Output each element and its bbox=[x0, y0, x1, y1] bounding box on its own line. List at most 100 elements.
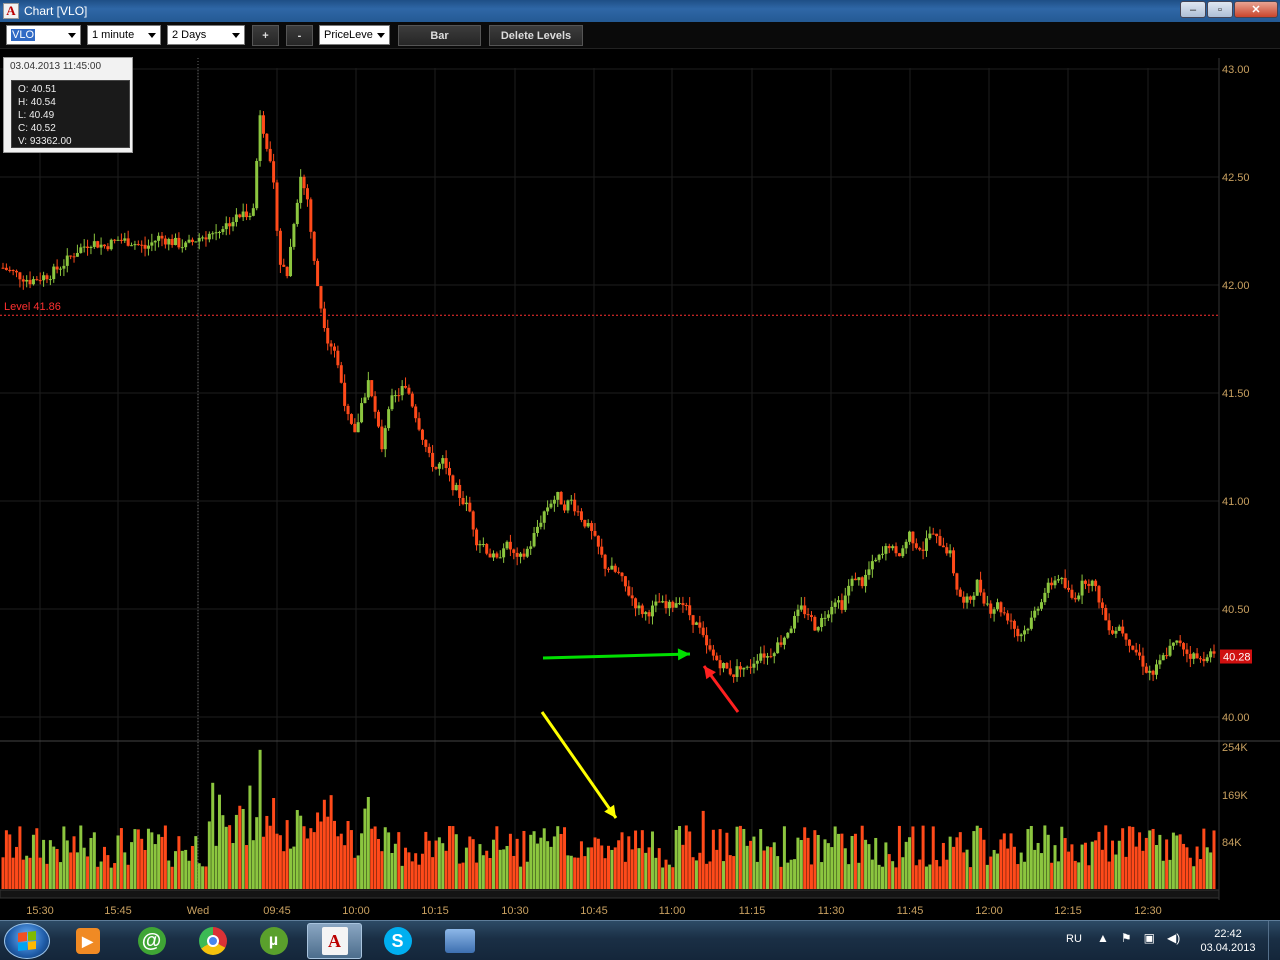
volume-bar bbox=[79, 825, 83, 889]
volume-bar bbox=[302, 826, 306, 889]
tray-clock[interactable]: 22:42 03.04.2013 bbox=[1197, 927, 1259, 955]
title-bar[interactable]: A Chart [VLO] – ▫ ✕ bbox=[0, 0, 1280, 22]
candle-body bbox=[870, 561, 874, 570]
candle-body bbox=[21, 279, 25, 282]
price-chart[interactable]: 43.00 42.50 42.00 41.50 41.00 40.50 40.00 15:30… bbox=[0, 50, 1280, 920]
candle-body bbox=[979, 579, 983, 593]
bar-type-button[interactable]: Bar bbox=[398, 25, 481, 46]
candle-body bbox=[116, 239, 120, 241]
volume-bar bbox=[583, 856, 587, 889]
candle-body bbox=[617, 571, 621, 573]
interval-select[interactable]: 1 minute bbox=[87, 25, 161, 45]
candle-body bbox=[728, 668, 732, 675]
candle-body bbox=[224, 223, 228, 230]
candle-body bbox=[1006, 613, 1010, 621]
tool-select[interactable]: PriceLeve bbox=[319, 25, 390, 45]
volume-bar bbox=[75, 852, 79, 889]
volume-bar bbox=[339, 833, 343, 889]
volume-icon[interactable]: ◀) bbox=[1167, 931, 1181, 945]
candle-body bbox=[1121, 626, 1125, 634]
taskbar-mail-agent[interactable]: @ bbox=[124, 923, 179, 959]
candle-body bbox=[593, 530, 597, 536]
candle-body bbox=[735, 666, 739, 677]
candle-body bbox=[1212, 651, 1216, 654]
tray-expand-icon[interactable]: ▲ bbox=[1097, 931, 1109, 945]
candle-body bbox=[217, 231, 221, 233]
start-button[interactable] bbox=[4, 923, 50, 959]
candle-body bbox=[718, 660, 722, 669]
candle-body bbox=[1148, 670, 1152, 673]
language-indicator[interactable]: RU bbox=[1066, 933, 1082, 945]
candle-body bbox=[853, 578, 857, 581]
candle-body bbox=[130, 245, 134, 247]
volume-bar bbox=[921, 825, 925, 889]
volume-bar bbox=[952, 846, 956, 889]
time-tick-label: 10:00 bbox=[342, 905, 370, 917]
restore-button[interactable]: ▫ bbox=[1207, 1, 1233, 18]
candle-body bbox=[333, 346, 337, 351]
volume-bar bbox=[833, 826, 837, 889]
candle-body bbox=[1168, 645, 1172, 656]
candle-body bbox=[847, 585, 851, 596]
taskbar-chrome[interactable] bbox=[185, 923, 240, 959]
volume-bar bbox=[1144, 837, 1148, 889]
volume-tick-label: 169K bbox=[1222, 790, 1248, 802]
candle-body bbox=[941, 545, 945, 548]
volume-bar bbox=[911, 826, 915, 889]
volume-bar bbox=[265, 815, 269, 889]
taskbar: ▶ @ µ A S RU ▲ ⚑ ▣ ◀) 22:42 bbox=[0, 920, 1280, 960]
taskbar-media-player[interactable]: ▶ bbox=[60, 923, 115, 959]
volume-bar bbox=[573, 857, 577, 889]
volume-tick-label: 254K bbox=[1222, 742, 1248, 754]
volume-bar bbox=[512, 855, 516, 889]
volume-bar bbox=[789, 859, 793, 889]
volume-bar bbox=[48, 840, 52, 889]
close-button[interactable]: ✕ bbox=[1234, 1, 1278, 18]
volume-bar bbox=[542, 828, 546, 889]
volume-bar bbox=[407, 852, 411, 889]
candle-body bbox=[1141, 655, 1145, 667]
candle-body bbox=[776, 642, 780, 654]
candle-body bbox=[1209, 651, 1213, 658]
volume-bar bbox=[1185, 847, 1189, 889]
taskbar-trading-app[interactable]: A bbox=[307, 923, 362, 959]
delete-levels-button[interactable]: Delete Levels bbox=[489, 25, 583, 46]
network-icon[interactable]: ▣ bbox=[1143, 931, 1155, 945]
taskbar-explorer[interactable] bbox=[432, 923, 487, 959]
action-center-flag-icon[interactable]: ⚑ bbox=[1120, 931, 1132, 945]
candle-body bbox=[312, 231, 316, 261]
minimize-button[interactable]: – bbox=[1180, 1, 1206, 18]
candle-body bbox=[302, 176, 306, 189]
ticker-select[interactable]: VLO bbox=[6, 25, 81, 45]
close-value: C: 40.52 bbox=[18, 123, 56, 134]
volume-bar bbox=[478, 844, 482, 889]
taskbar-skype[interactable]: S bbox=[370, 923, 425, 959]
show-desktop-button[interactable] bbox=[1268, 921, 1280, 960]
candle-body bbox=[1124, 633, 1128, 640]
candle-body bbox=[238, 214, 242, 218]
zoom-in-button[interactable]: + bbox=[252, 25, 279, 46]
range-select[interactable]: 2 Days bbox=[167, 25, 245, 45]
candle-body bbox=[786, 632, 790, 638]
volume-bar bbox=[1104, 825, 1108, 889]
candle-body bbox=[1188, 653, 1192, 659]
range-value: 2 Days bbox=[172, 29, 207, 41]
candle-body bbox=[1202, 658, 1206, 662]
volume-bar bbox=[688, 831, 692, 889]
candle-body bbox=[1144, 666, 1148, 673]
candle-body bbox=[1053, 580, 1057, 586]
candle-body bbox=[769, 656, 773, 658]
candle-body bbox=[343, 382, 347, 406]
taskbar-utorrent[interactable]: µ bbox=[246, 923, 301, 959]
volume-bar bbox=[678, 825, 682, 889]
volume-bar bbox=[715, 849, 719, 889]
candle-body bbox=[383, 428, 387, 450]
candle-body bbox=[45, 275, 49, 280]
volume-bar bbox=[248, 785, 252, 889]
zoom-out-button[interactable]: - bbox=[286, 25, 313, 46]
volume-bar bbox=[228, 825, 232, 889]
candle-body bbox=[316, 260, 320, 287]
volume-bar bbox=[444, 850, 448, 889]
candle-body bbox=[167, 239, 171, 245]
candle-body bbox=[590, 523, 594, 531]
